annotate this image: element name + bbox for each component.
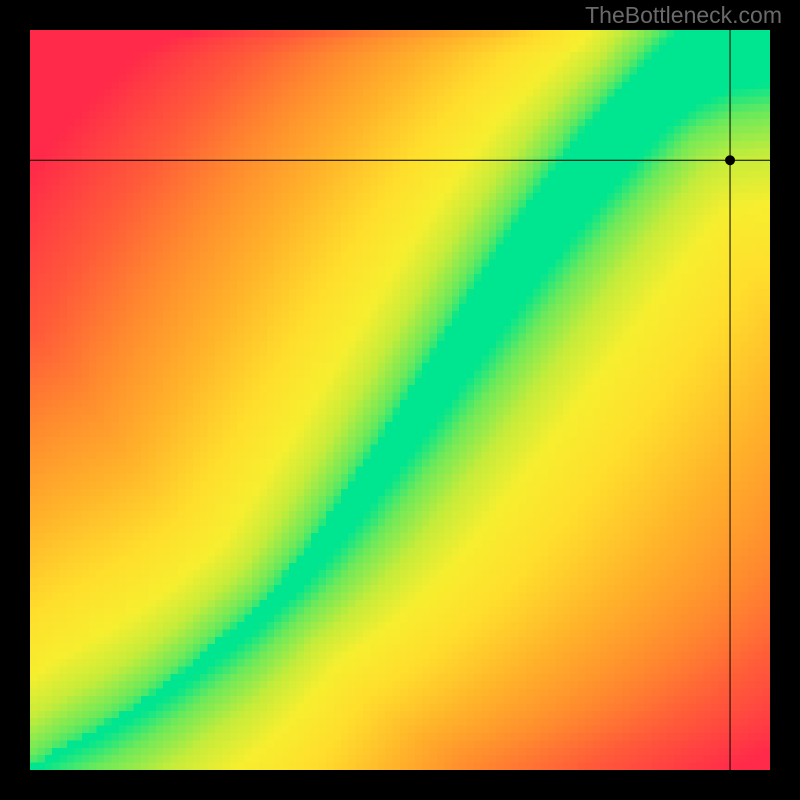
watermark-text: TheBottleneck.com <box>585 2 782 29</box>
heatmap-canvas <box>30 30 770 770</box>
heatmap-plot <box>30 30 770 770</box>
